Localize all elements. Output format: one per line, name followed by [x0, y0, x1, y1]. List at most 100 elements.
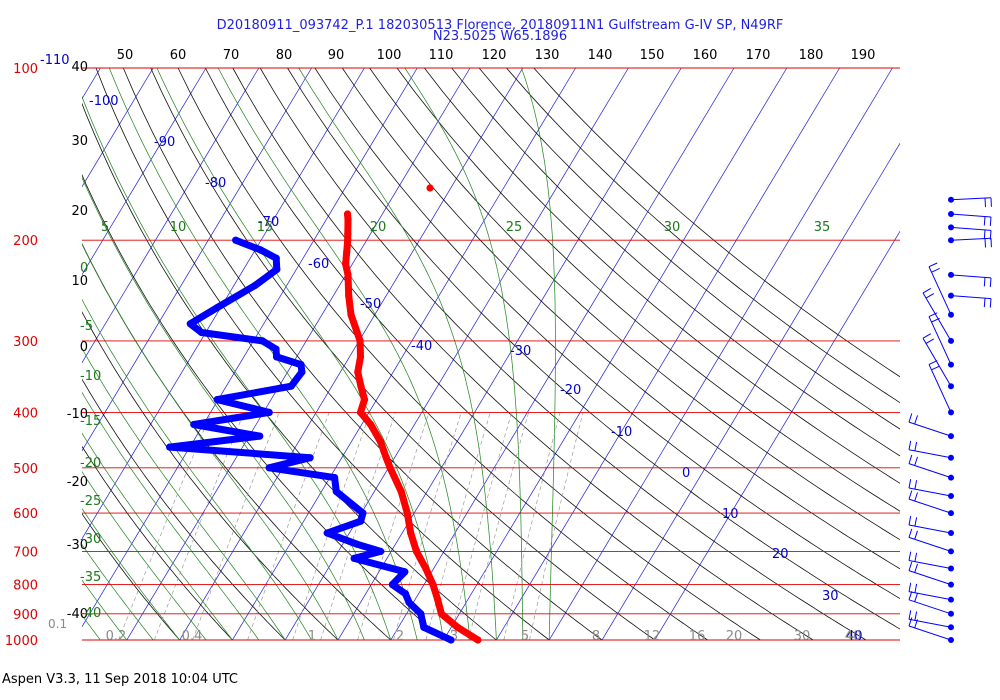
- celsius-tick-label: -20: [67, 475, 88, 490]
- pressure-tick-label: 200: [13, 234, 38, 249]
- footer-version: Aspen V3.3, 11 Sep 2018 10:04 UTC: [2, 672, 238, 687]
- dewpoint-point: [214, 303, 222, 311]
- isotherm-corner-label: -110: [40, 53, 70, 68]
- dewpoint-point: [405, 598, 413, 607]
- wind-barb-feather: [914, 552, 918, 562]
- temperature-point: [344, 236, 352, 244]
- wind-barb-shaft: [908, 498, 952, 514]
- dry-adiabat-line: [478, 67, 900, 430]
- dewpoint-point: [350, 554, 358, 563]
- wind-barb: [908, 617, 954, 643]
- dewpoint-point: [256, 246, 265, 254]
- celsius-tick-label: 30: [71, 134, 88, 149]
- temperature-point: [343, 248, 351, 256]
- background-lines: [82, 67, 900, 641]
- dewpoint-point: [197, 328, 206, 337]
- isotherm-label: -30: [510, 344, 531, 359]
- dry-adiabat-line: [177, 67, 708, 641]
- dewpoint-point: [186, 320, 194, 328]
- wind-barb-shaft: [928, 316, 952, 365]
- wind-barb-feather: [983, 216, 986, 226]
- mixing-ratio-line: [247, 412, 330, 641]
- moist-adiabat-left-label: -25: [80, 494, 101, 509]
- temperature-point: [357, 382, 365, 390]
- dewpoint-point: [447, 636, 455, 644]
- temperature-point: [429, 581, 437, 589]
- dewpoint-point: [256, 432, 264, 440]
- fahrenheit-tick-label: 160: [693, 48, 718, 63]
- dry-adiabat-line: [82, 102, 497, 641]
- wind-barb-shaft: [908, 536, 952, 552]
- wind-barb-shaft: [928, 364, 952, 413]
- temperature-point: [342, 260, 350, 268]
- wind-barb-feather: [908, 454, 913, 464]
- temperature-point: [347, 311, 355, 319]
- wind-barb-feather: [925, 338, 935, 344]
- wind-barb-shaft: [908, 591, 952, 601]
- sounding-profiles: [166, 184, 482, 644]
- moist-adiabat-top-label: 20: [370, 220, 387, 235]
- temperature-point: [386, 464, 394, 472]
- dry-adiabat-line: [82, 445, 233, 641]
- wind-barb-shaft: [950, 213, 992, 218]
- dry-adiabat-line: [314, 67, 900, 600]
- dewpoint-point: [331, 474, 339, 482]
- isotherm-label: 20: [772, 547, 789, 562]
- isotherm-line: [601, 142, 900, 641]
- dewpoint-point: [377, 547, 385, 556]
- moist-adiabat-top-label: 25: [506, 220, 523, 235]
- fahrenheit-tick-label: 50: [117, 48, 134, 63]
- dewpoint-point: [332, 487, 340, 496]
- temperature-point: [403, 509, 411, 517]
- celsius-tick-label: 40: [71, 60, 88, 75]
- temperature-point: [343, 210, 352, 218]
- wind-barb-feather: [928, 360, 938, 365]
- mixing-ratio-label: 2: [396, 629, 404, 644]
- wind-barb-feather: [908, 610, 912, 620]
- celsius-tick-label: 0: [80, 340, 88, 355]
- temperature-point: [422, 564, 430, 573]
- wind-barb-shaft: [908, 487, 952, 497]
- wind-barb-shaft: [922, 292, 952, 342]
- wind-barb-shaft: [928, 266, 952, 315]
- temperature-point: [345, 292, 353, 300]
- moist-adiabat-line: [82, 176, 365, 641]
- isotherm-line: [82, 67, 154, 188]
- dry-adiabat-line: [506, 67, 900, 404]
- moist-adiabat-left-label: -20: [80, 456, 101, 471]
- moist-adiabat-line: [82, 579, 128, 641]
- wind-barb-feather: [989, 277, 992, 287]
- wind-barb-feather: [983, 277, 986, 287]
- wind-barb: [908, 440, 954, 461]
- dewpoint-point: [273, 265, 281, 273]
- wind-barb-shaft: [950, 197, 992, 201]
- pressure-tick-label: 300: [13, 335, 38, 350]
- wind-barb: [908, 479, 954, 499]
- wind-barb-feather: [908, 617, 913, 627]
- dewpoint-point: [190, 420, 198, 429]
- dewpoint-point: [417, 610, 425, 618]
- mixing-ratio-label: 40: [845, 629, 862, 644]
- fahrenheit-tick-label: 180: [799, 48, 824, 63]
- wind-barb-shaft: [908, 599, 952, 615]
- moist-adiabat-line: [82, 543, 154, 641]
- fahrenheit-tick-label: 100: [377, 48, 402, 63]
- isotherm-line: [82, 67, 312, 452]
- dewpoint-point: [298, 368, 306, 376]
- isotherm-line: [337, 67, 682, 641]
- fahrenheit-tick-label: 90: [328, 48, 345, 63]
- wind-barb-shaft: [908, 625, 952, 641]
- temperature-point: [437, 610, 445, 618]
- dry-adiabat-line: [341, 67, 900, 570]
- isotherm-label: -50: [360, 297, 381, 312]
- moist-adiabat-top-label: 35: [814, 220, 831, 235]
- mixing-ratio-label: 20: [726, 629, 743, 644]
- dewpoint-point: [401, 590, 409, 598]
- wind-barb-shaft: [908, 463, 952, 479]
- mixing-ratio-label: 0.2: [106, 629, 127, 644]
- wind-barb-feather: [989, 298, 992, 308]
- chart-title-line2: N23.5025 W65.1896: [433, 29, 567, 44]
- temperature-point: [344, 271, 352, 279]
- wind-barb-feather: [908, 516, 912, 526]
